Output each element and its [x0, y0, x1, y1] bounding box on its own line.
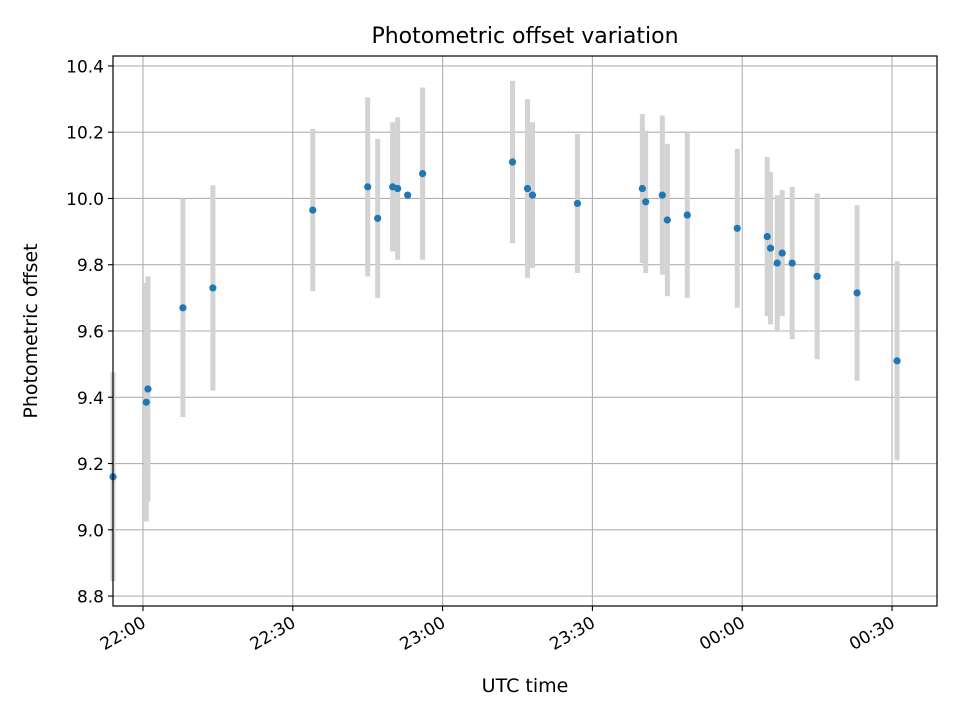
data-point: [778, 249, 786, 257]
data-point: [638, 184, 646, 193]
data-point: [766, 244, 775, 252]
data-point: [394, 184, 402, 193]
y-tick-label: 9.6: [77, 323, 104, 343]
data-point: [508, 158, 517, 166]
data-point: [374, 214, 382, 222]
data-point: [733, 224, 741, 232]
data-point: [658, 191, 666, 199]
data-point: [853, 289, 861, 297]
y-tick-label: 9.4: [77, 389, 104, 409]
data-point: [788, 259, 796, 267]
x-axis-label: UTC time: [482, 675, 569, 697]
data-point: [663, 216, 671, 224]
data-point: [364, 183, 372, 191]
data-point: [142, 398, 150, 406]
grid-lines: [113, 56, 937, 606]
data-point: [813, 272, 821, 280]
data-point: [893, 357, 901, 365]
data-point: [404, 191, 412, 199]
data-point: [179, 304, 187, 312]
y-tick-label: 9.8: [77, 256, 104, 276]
y-tick-label: 8.8: [77, 588, 104, 608]
y-tick-label: 10.2: [66, 124, 104, 144]
data-point: [773, 259, 781, 267]
y-axis: 8.8 9.0 9.2 9.4 9.6 9.8 10.0 10.2 10.4: [66, 57, 113, 608]
data-point: [683, 211, 691, 219]
data-point: [642, 198, 650, 206]
data-point: [528, 191, 537, 199]
data-point: [309, 206, 317, 214]
y-tick-label: 10.4: [66, 57, 104, 77]
y-axis-label: Photometric offset: [20, 243, 42, 418]
chart-title: Photometric offset variation: [371, 24, 678, 49]
data-point: [573, 199, 582, 208]
y-tick-label: 9.0: [77, 521, 104, 541]
data-point: [763, 232, 771, 241]
data-point: [209, 284, 217, 292]
data-points: [109, 158, 901, 481]
y-tick-label: 9.2: [77, 455, 104, 475]
data-point: [419, 170, 427, 178]
data-point: [523, 184, 532, 193]
data-point: [144, 385, 152, 393]
y-tick-label: 10.0: [66, 190, 104, 210]
